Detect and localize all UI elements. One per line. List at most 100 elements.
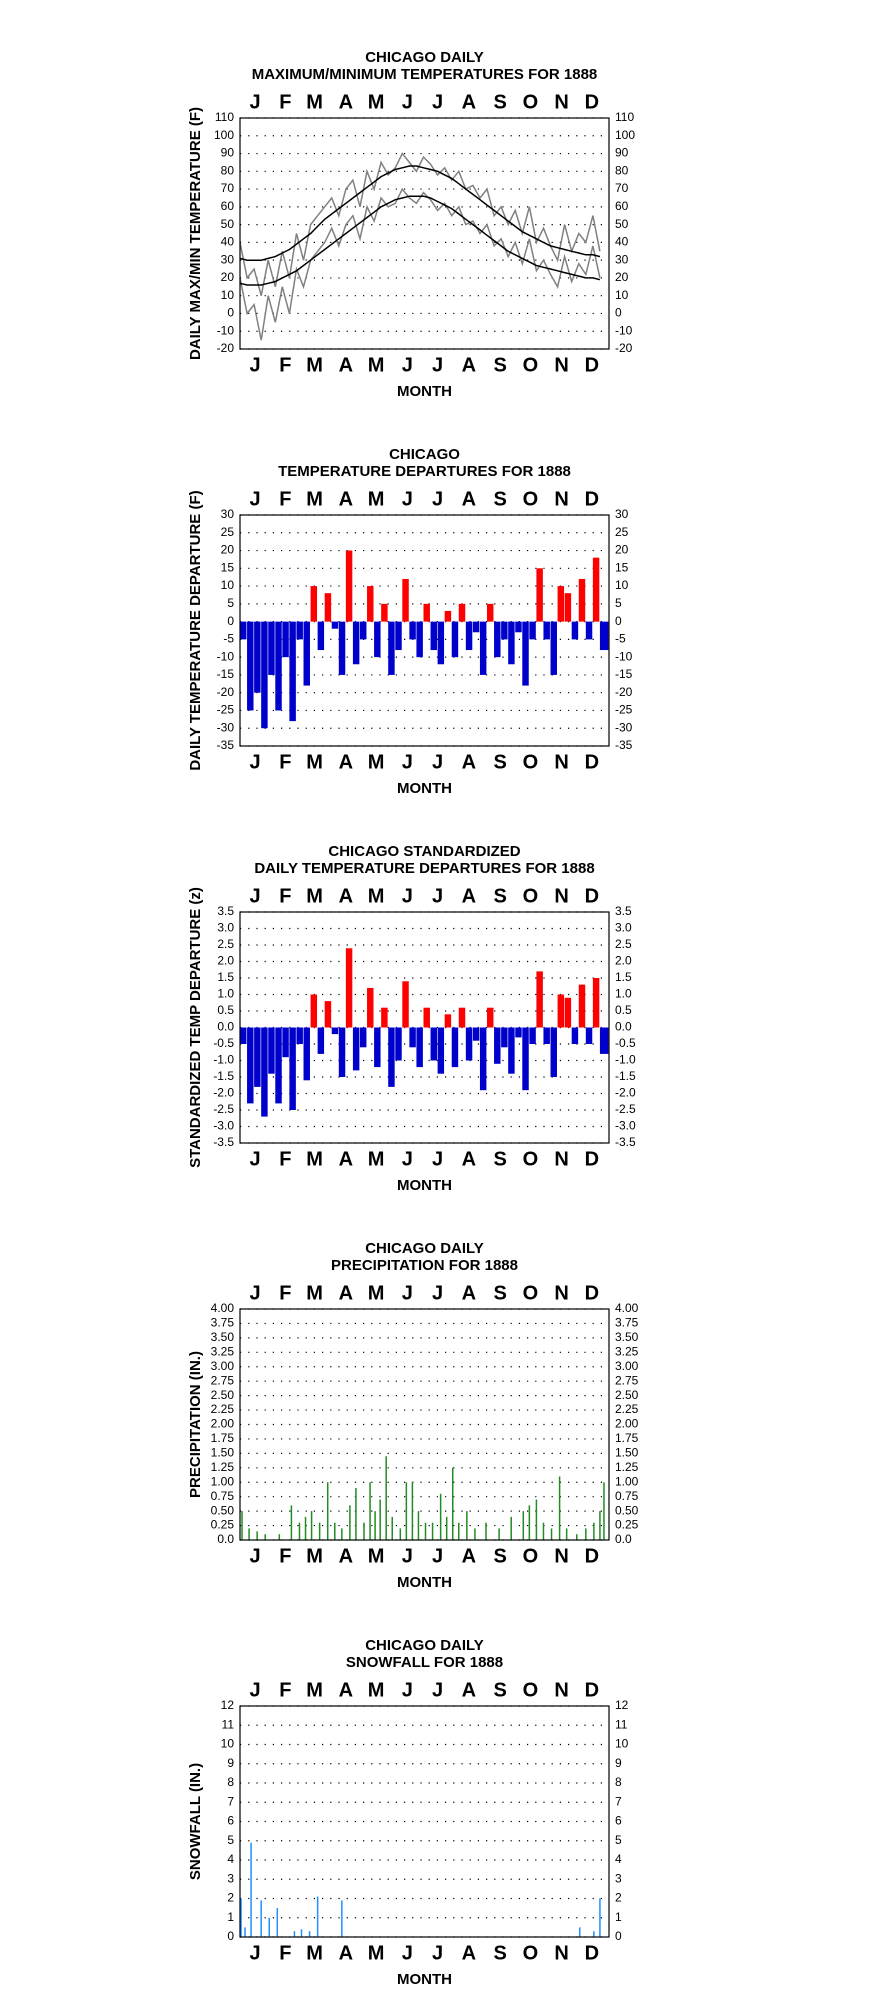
month-label-bottom: A xyxy=(339,354,353,376)
departure-bar xyxy=(501,621,508,640)
daily-bar xyxy=(399,1528,402,1540)
month-label-top: J xyxy=(250,488,261,510)
month-label-bottom: O xyxy=(523,354,539,376)
month-label-bottom: S xyxy=(493,751,506,773)
month-label-bottom: M xyxy=(368,354,385,376)
y-tick-label-right: 0.50 xyxy=(615,1503,639,1517)
daily-bar xyxy=(485,1522,487,1540)
departure-bar xyxy=(275,621,282,711)
temperature-line xyxy=(239,195,601,286)
month-label-bottom: F xyxy=(279,1942,291,1964)
y-tick-label-right: 1 xyxy=(615,1910,622,1924)
chart-title: CHICAGO DAILY xyxy=(365,49,484,66)
month-label-top: J xyxy=(432,885,443,907)
y-tick-label: -10 xyxy=(217,649,235,663)
departure-bar xyxy=(254,621,261,693)
chart-subtitle: PRECIPITATION FOR 1888 xyxy=(331,1257,518,1274)
departure-bar xyxy=(317,1027,325,1054)
y-tick-label: 2.5 xyxy=(217,937,234,951)
temperature-line xyxy=(239,165,601,261)
departure-bar xyxy=(423,603,430,622)
daily-bar xyxy=(474,1528,476,1540)
month-label-top: F xyxy=(279,1679,291,1701)
y-tick-label: 25 xyxy=(221,525,235,539)
y-tick-label-right: -15 xyxy=(615,667,633,681)
month-label-top: F xyxy=(279,1282,291,1304)
departure-bar xyxy=(416,1027,423,1068)
departure-bar xyxy=(444,610,452,622)
month-label-top: D xyxy=(585,1282,599,1304)
month-label-bottom: M xyxy=(368,1545,385,1567)
month-label-bottom: J xyxy=(432,354,443,376)
departure-bar xyxy=(331,621,339,629)
daily-bar xyxy=(411,1482,414,1540)
daily-bar xyxy=(445,1516,448,1540)
departure-bar xyxy=(599,621,609,651)
y-tick-label: 50 xyxy=(221,217,235,231)
month-label-top: S xyxy=(493,91,506,113)
month-label-top: N xyxy=(554,1679,568,1701)
y-tick-label-right: 0 xyxy=(615,306,622,320)
departure-bar xyxy=(282,1027,289,1058)
y-tick-label-right: -0.5 xyxy=(615,1036,636,1050)
month-label-top: A xyxy=(339,1679,353,1701)
y-tick-label: 6 xyxy=(227,1814,234,1828)
departure-bar xyxy=(310,586,318,622)
y-tick-label: 1.25 xyxy=(211,1460,235,1474)
daily-bar xyxy=(579,1927,581,1937)
month-label-top: J xyxy=(250,91,261,113)
y-tick-label-right: 50 xyxy=(615,217,629,231)
month-label-top: J xyxy=(432,1282,443,1304)
departure-bar xyxy=(254,1027,261,1087)
y-tick-label: -1.0 xyxy=(213,1053,234,1067)
daily-bar xyxy=(535,1499,538,1540)
month-label-bottom: F xyxy=(279,751,291,773)
y-tick-label: 1.00 xyxy=(211,1474,235,1488)
month-label-top: M xyxy=(306,1679,323,1701)
month-label-bottom: D xyxy=(585,1545,599,1567)
departure-bar xyxy=(458,1007,466,1028)
departure-bar xyxy=(529,1027,536,1044)
departure-bar xyxy=(409,1027,416,1048)
y-tick-label: 1 xyxy=(227,1910,234,1924)
month-label-top: F xyxy=(279,885,291,907)
daily-bar xyxy=(405,1482,408,1540)
month-label-bottom: A xyxy=(462,1545,476,1567)
departure-bar xyxy=(599,1027,609,1054)
y-tick-label-right: 2.75 xyxy=(615,1373,639,1387)
y-tick-label-right: 10 xyxy=(615,1737,629,1751)
y-tick-label-right: 15 xyxy=(615,560,629,574)
y-axis-title: DAILY TEMPERATURE DEPARTURE (F) xyxy=(187,490,204,770)
y-tick-label: 0.0 xyxy=(217,1532,234,1546)
daily-bar xyxy=(298,1522,301,1540)
month-label-top: F xyxy=(279,488,291,510)
y-tick-label: 15 xyxy=(221,560,235,574)
chart-subtitle: DAILY TEMPERATURE DEPARTURES FOR 1888 xyxy=(254,860,594,877)
y-tick-label-right: 3.75 xyxy=(615,1316,639,1330)
y-tick-label-right: -20 xyxy=(615,685,633,699)
month-label-top: O xyxy=(523,1282,539,1304)
y-tick-label: 1.0 xyxy=(217,987,234,1001)
month-label-bottom: J xyxy=(402,1545,413,1567)
daily-bar xyxy=(542,1522,545,1540)
daily-bar xyxy=(363,1522,365,1540)
daily-bar xyxy=(276,1908,279,1937)
daily-bar xyxy=(466,1511,468,1540)
month-label-bottom: S xyxy=(493,1942,506,1964)
daily-bar xyxy=(248,1528,250,1540)
month-label-bottom: A xyxy=(339,1148,353,1170)
departure-bar xyxy=(494,1027,501,1064)
y-tick-label: 10 xyxy=(221,1737,235,1751)
month-label-bottom: J xyxy=(432,751,443,773)
month-label-bottom: M xyxy=(306,1942,323,1964)
y-tick-label-right: -35 xyxy=(615,738,633,752)
y-tick-label: 80 xyxy=(221,163,235,177)
departure-bar xyxy=(592,557,600,622)
departure-bar xyxy=(395,1027,402,1061)
month-label-top: J xyxy=(402,488,413,510)
y-tick-label-right: 110 xyxy=(615,110,634,124)
departure-bar xyxy=(261,621,268,729)
month-label-bottom: A xyxy=(462,1148,476,1170)
departure-bar xyxy=(487,1007,494,1028)
